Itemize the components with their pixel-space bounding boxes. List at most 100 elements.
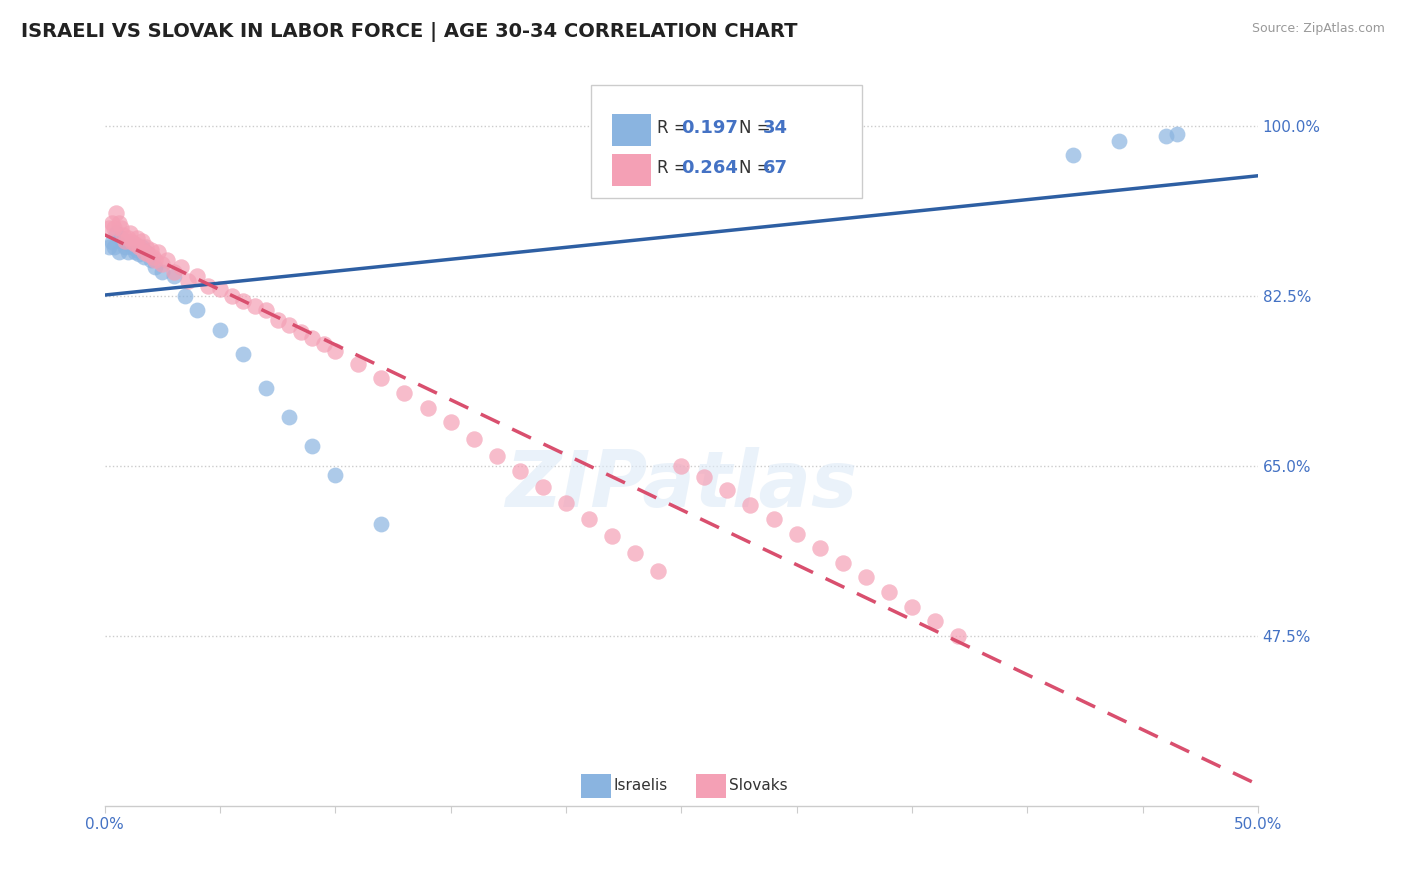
Point (901, 599, 924, 614)
Point (98, 240, 121, 254)
Point (121, 235, 143, 250)
Point (254, 303, 277, 318)
Point (100, 216, 122, 230)
Point (100, 235, 122, 250)
Point (278, 410, 301, 425)
Point (266, 313, 288, 327)
Point (170, 260, 193, 274)
Point (786, 526, 808, 541)
Point (118, 226, 141, 240)
Text: Israelis: Israelis (613, 779, 668, 794)
Point (312, 337, 335, 351)
Point (135, 240, 157, 254)
Point (531, 480, 554, 494)
Point (197, 279, 219, 293)
Point (131, 234, 153, 248)
Point (138, 247, 160, 261)
Point (740, 498, 762, 512)
Text: 67: 67 (763, 160, 789, 178)
Text: ISRAELI VS SLOVAK IN LABOR FORCE | AGE 30-34 CORRELATION CHART: ISRAELI VS SLOVAK IN LABOR FORCE | AGE 3… (21, 22, 797, 42)
Point (174, 289, 197, 303)
Point (186, 303, 208, 318)
Point (112, 235, 135, 250)
Point (323, 468, 346, 483)
Point (1108, 134, 1130, 148)
Text: R =: R = (657, 120, 693, 137)
Point (177, 274, 200, 288)
Point (877, 585, 900, 599)
Point (208, 282, 231, 296)
Point (121, 240, 143, 254)
Text: N =: N = (740, 120, 776, 137)
Point (208, 323, 231, 337)
FancyBboxPatch shape (581, 773, 612, 798)
Point (1166, 127, 1188, 141)
Point (301, 439, 323, 453)
Text: ZIPatlas: ZIPatlas (505, 447, 858, 524)
Point (290, 325, 312, 339)
Point (150, 257, 173, 271)
Point (124, 245, 146, 260)
Point (125, 244, 148, 258)
Point (125, 230, 148, 244)
Point (145, 260, 167, 274)
Point (114, 234, 136, 248)
Point (323, 344, 346, 359)
FancyBboxPatch shape (612, 154, 651, 186)
Point (117, 230, 139, 244)
Point (924, 614, 946, 628)
Point (855, 570, 877, 584)
Point (243, 299, 266, 313)
Point (128, 240, 150, 254)
Point (301, 331, 323, 345)
Point (1062, 148, 1084, 162)
Point (1154, 128, 1177, 143)
Point (693, 470, 716, 484)
Text: R =: R = (657, 160, 693, 178)
Point (132, 250, 155, 264)
Point (132, 245, 155, 260)
Point (463, 432, 485, 446)
Point (112, 227, 135, 242)
Point (716, 483, 738, 497)
Point (128, 247, 150, 261)
Point (103, 240, 125, 254)
Point (347, 357, 370, 371)
Point (808, 541, 831, 556)
Point (139, 252, 162, 267)
Point (105, 206, 128, 220)
FancyBboxPatch shape (696, 773, 727, 798)
Point (232, 347, 254, 361)
Point (221, 289, 243, 303)
Point (139, 244, 162, 258)
Point (624, 546, 647, 560)
Point (98, 221, 121, 235)
FancyBboxPatch shape (612, 114, 651, 146)
Point (114, 240, 136, 254)
Point (416, 401, 439, 415)
Point (578, 512, 600, 526)
Point (105, 226, 128, 240)
Point (186, 269, 208, 284)
Point (135, 245, 157, 260)
Point (163, 269, 186, 284)
Point (124, 237, 146, 252)
Point (440, 415, 463, 429)
Point (110, 221, 132, 235)
Text: 0.197: 0.197 (682, 120, 738, 137)
Point (145, 252, 167, 267)
Point (278, 318, 301, 332)
Text: N =: N = (740, 160, 776, 178)
Point (370, 516, 392, 531)
Point (254, 381, 277, 395)
Text: Slovaks: Slovaks (728, 779, 787, 794)
Point (150, 265, 173, 279)
Point (370, 371, 392, 385)
Point (671, 458, 693, 473)
Point (232, 293, 254, 308)
Point (103, 221, 125, 235)
Point (118, 237, 141, 252)
Point (762, 512, 785, 526)
Point (142, 250, 165, 264)
Point (107, 245, 129, 260)
